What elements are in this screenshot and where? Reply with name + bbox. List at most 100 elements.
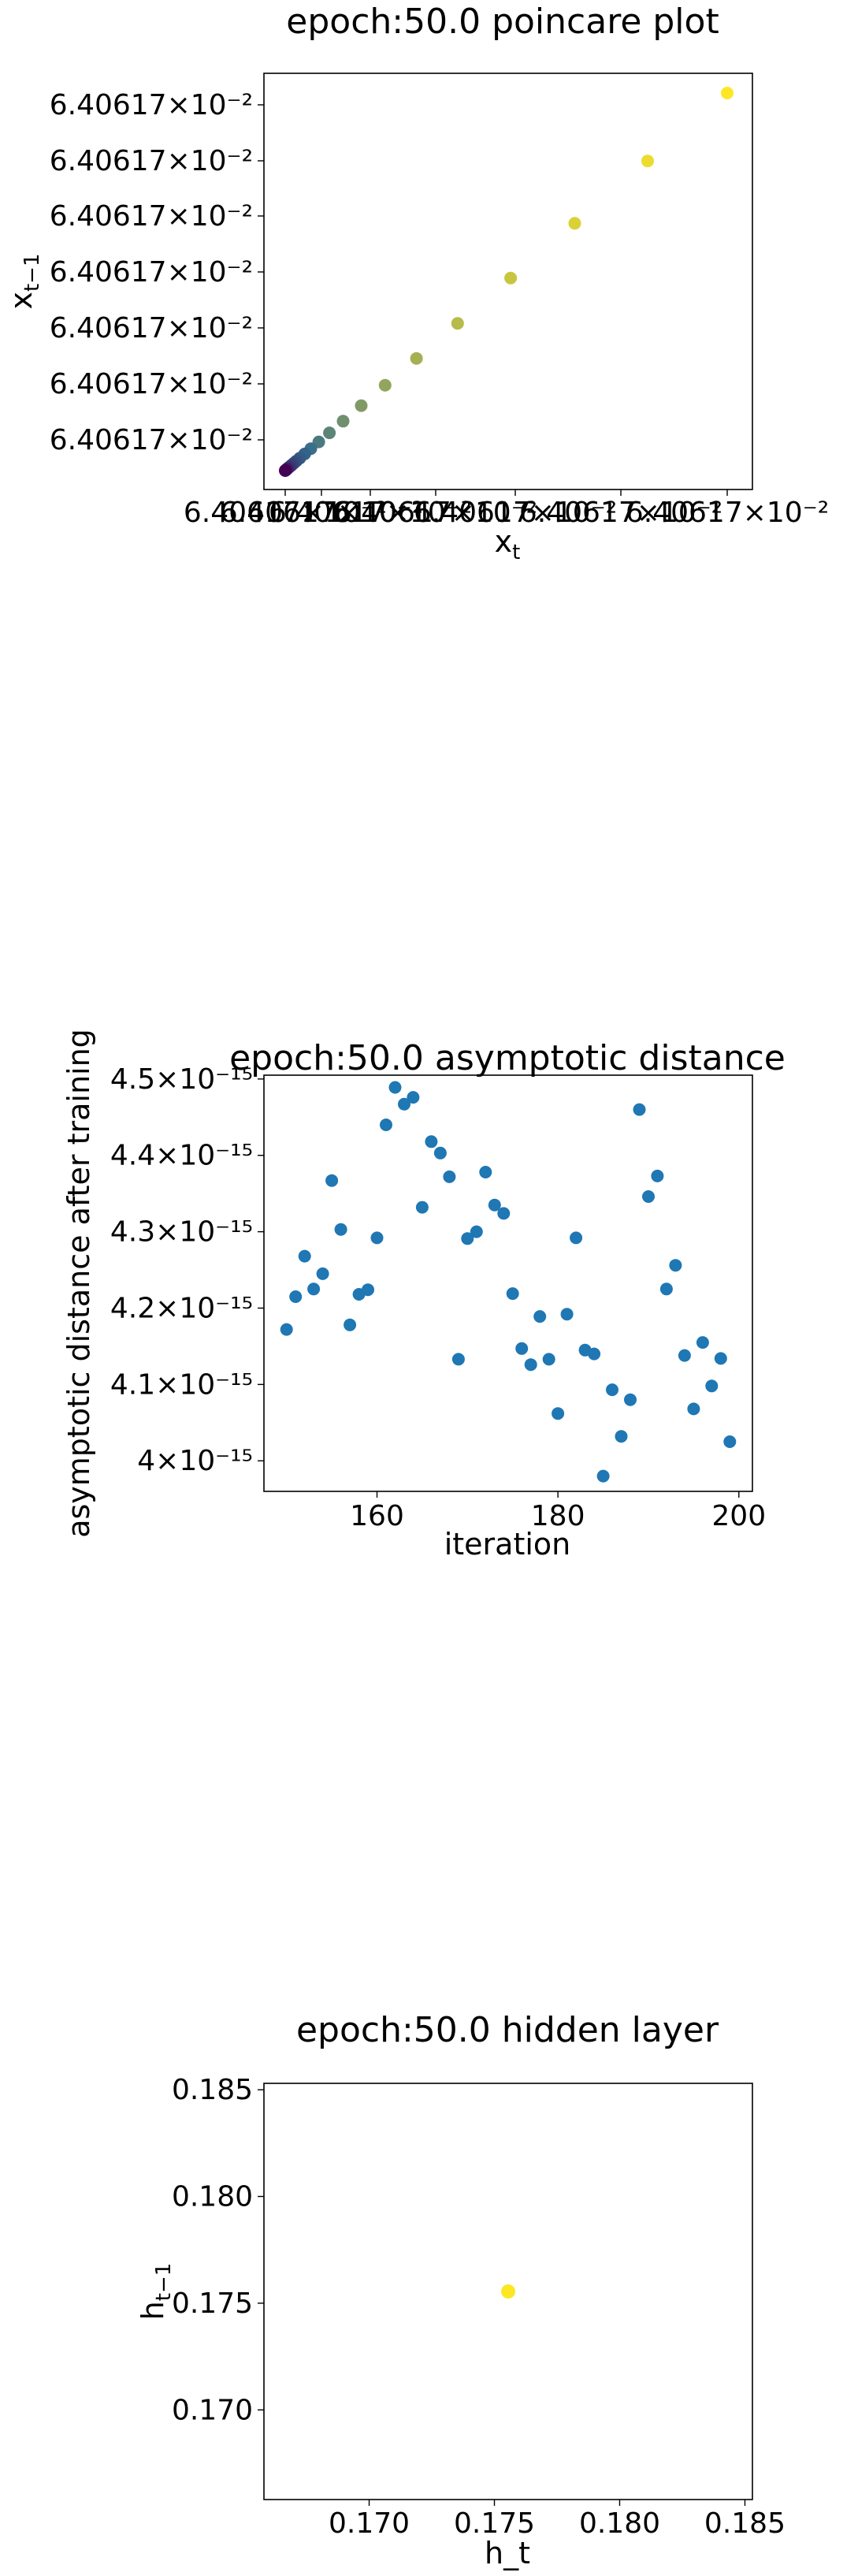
data-point [443,1170,456,1183]
data-point [515,1342,529,1355]
data-point [542,1353,555,1366]
data-point [570,1231,583,1245]
x-tick-label: 6.40617×10⁻² [334,497,537,529]
data-point [506,1287,519,1301]
data-point [425,1135,438,1148]
data-point [714,1352,727,1365]
x-tick-label: 6.40617×10⁻² [184,497,387,529]
data-point [633,1103,646,1116]
y-tick-label: 4.4×10⁻¹⁵ [110,1140,253,1172]
data-point [433,1146,447,1160]
data-point [307,1282,321,1296]
x-tick-label: 0.185 [704,2507,786,2540]
y-tick-label: 4.5×10⁻¹⁵ [110,1063,253,1096]
data-point [407,1091,420,1104]
hidden-layer-chart: epoch:50.0 hidden layer 0.170 0.175 0.180 0… [136,2010,786,2570]
hidden-plot-area [263,2083,753,2500]
poincare-xlabel: xt [495,524,521,564]
hidden-title: epoch:50.0 hidden layer [296,2010,719,2050]
data-point [334,1223,347,1236]
data-point [451,1353,465,1366]
data-point [451,317,464,330]
data-point [568,217,581,230]
data-point [370,1231,384,1245]
asymptotic-points [280,1081,737,1483]
data-point [596,1469,610,1483]
data-point [336,415,350,428]
x-tick-label: 160 [350,1500,404,1532]
y-tick-label: 4.1×10⁻¹⁵ [110,1368,253,1401]
data-point [642,1190,655,1203]
data-point [588,1347,601,1361]
data-point [289,1290,303,1303]
data-point [325,1174,339,1187]
poincare-points [279,87,734,477]
x-tick-label: 6.40617×10⁻² [220,497,423,529]
x-tick-label: 180 [531,1500,585,1532]
data-point [687,1402,700,1416]
hidden-ylabel: ht−1 [136,2263,176,2321]
data-point [678,1349,691,1362]
data-point [669,1259,682,1272]
data-point [651,1169,664,1182]
data-point [552,1407,565,1420]
y-tick-label: 6.40617×10⁻² [50,89,253,121]
data-point [380,1119,392,1131]
data-point [615,1430,628,1443]
y-tick-label: 6.40617×10⁻² [50,312,253,344]
data-point [497,1207,511,1220]
data-point [280,1323,293,1336]
x-tick-label: 0.175 [454,2507,535,2540]
data-point [362,1283,374,1297]
data-point [560,1308,574,1321]
x-tick-label: 0.180 [579,2507,660,2540]
poincare-chart: epoch:50.0 poincare plot 6.40617×10⁻²6.4… [4,2,829,564]
data-point [279,464,292,477]
y-tick-label: 0.185 [172,2074,253,2106]
x-tick-label: 0.170 [329,2507,410,2540]
data-point [323,426,336,440]
data-point [415,1201,429,1214]
asymptotic-ylabel: asymptotic distance after training [61,1029,96,1538]
poincare-ticks: 6.40617×10⁻²6.40617×10⁻²6.40617×10⁻²6.40… [50,89,829,529]
y-tick-label: 4.2×10⁻¹⁵ [110,1292,253,1324]
data-point [721,87,734,99]
data-point [501,2284,515,2299]
y-tick-label: 4×10⁻¹⁵ [137,1445,253,1477]
y-tick-label: 0.175 [172,2288,253,2320]
poincare-plot-area [263,73,753,490]
y-tick-label: 6.40617×10⁻² [50,256,253,288]
x-tick-label: 6.40617×10⁻² [626,497,829,529]
data-point [488,1198,501,1212]
hidden-ticks: 0.170 0.175 0.180 0.185 0.170 0.175 0.180 0.185 [172,2074,786,2540]
y-tick-label: 0.170 [172,2394,253,2426]
data-point [723,1435,737,1448]
data-point [355,399,368,412]
y-tick-label: 4.3×10⁻¹⁵ [110,1216,253,1249]
x-tick-label: 6.40617×10⁻² [414,497,617,529]
y-tick-label: 0.180 [172,2181,253,2213]
data-point [378,378,392,392]
data-point [479,1166,492,1178]
y-tick-label: 6.40617×10⁻² [50,145,253,177]
asymptotic-plot-area [263,1074,753,1492]
asymptotic-xlabel: iteration [444,1527,571,1562]
data-point [410,352,423,365]
y-tick-label: 6.40617×10⁻² [50,424,253,456]
asymptotic-chart: epoch:50.0 asymptotic distance 160 180 200… [61,1029,786,1562]
data-point [705,1379,719,1393]
poincare-title: epoch:50.0 poincare plot [286,2,719,42]
data-point [504,271,518,285]
x-tick-label: 6.40617×10⁻² [519,497,722,529]
data-point [641,154,654,168]
data-point [344,1318,357,1331]
data-point [298,1249,311,1263]
data-point [316,1267,329,1280]
poincare-ylabel: xt−1 [4,253,44,309]
x-tick-label: 200 [711,1500,766,1532]
data-point [659,1282,673,1296]
data-point [388,1081,402,1094]
y-tick-label: 6.40617×10⁻² [50,368,253,400]
data-point [624,1393,637,1406]
